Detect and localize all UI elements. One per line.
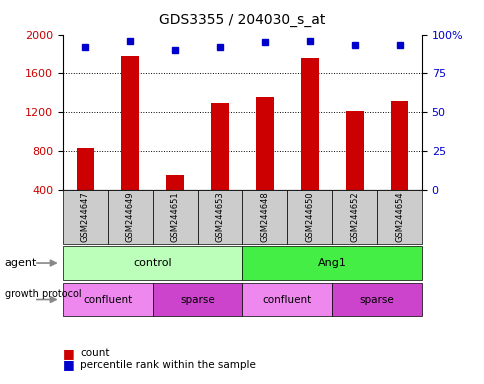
Text: ■: ■ <box>63 358 75 371</box>
Text: GSM244647: GSM244647 <box>81 192 90 242</box>
Text: ■: ■ <box>63 347 75 360</box>
Text: confluent: confluent <box>262 295 311 305</box>
Bar <box>121 56 139 190</box>
Bar <box>376 190 421 244</box>
Text: GSM244652: GSM244652 <box>349 192 359 242</box>
Text: GDS3355 / 204030_s_at: GDS3355 / 204030_s_at <box>159 13 325 27</box>
Bar <box>76 148 94 190</box>
Text: agent: agent <box>5 258 37 268</box>
Bar <box>345 111 363 190</box>
Bar <box>152 283 242 316</box>
Text: Ang1: Ang1 <box>317 258 346 268</box>
Bar <box>152 190 197 244</box>
Bar <box>242 247 421 280</box>
Text: GSM244650: GSM244650 <box>304 192 314 242</box>
Text: GSM244653: GSM244653 <box>215 192 224 242</box>
Bar <box>256 97 273 190</box>
Bar <box>287 190 332 244</box>
Bar <box>332 283 421 316</box>
Bar <box>242 190 287 244</box>
Text: control: control <box>133 258 172 268</box>
Bar <box>211 103 228 190</box>
Bar <box>63 190 107 244</box>
Text: GSM244651: GSM244651 <box>170 192 180 242</box>
Text: count: count <box>80 348 109 358</box>
Bar <box>390 101 408 190</box>
Bar <box>63 283 152 316</box>
Bar <box>197 190 242 244</box>
Text: GSM244649: GSM244649 <box>125 192 135 242</box>
Text: confluent: confluent <box>83 295 132 305</box>
Text: sparse: sparse <box>359 295 393 305</box>
Text: GSM244648: GSM244648 <box>260 192 269 242</box>
Bar <box>242 283 332 316</box>
Text: percentile rank within the sample: percentile rank within the sample <box>80 360 256 370</box>
Text: growth protocol: growth protocol <box>5 289 81 299</box>
Text: sparse: sparse <box>180 295 214 305</box>
Bar <box>332 190 376 244</box>
Bar <box>300 58 318 190</box>
Bar <box>63 247 242 280</box>
Bar <box>166 174 184 190</box>
Bar <box>107 190 152 244</box>
Text: GSM244654: GSM244654 <box>394 192 403 242</box>
